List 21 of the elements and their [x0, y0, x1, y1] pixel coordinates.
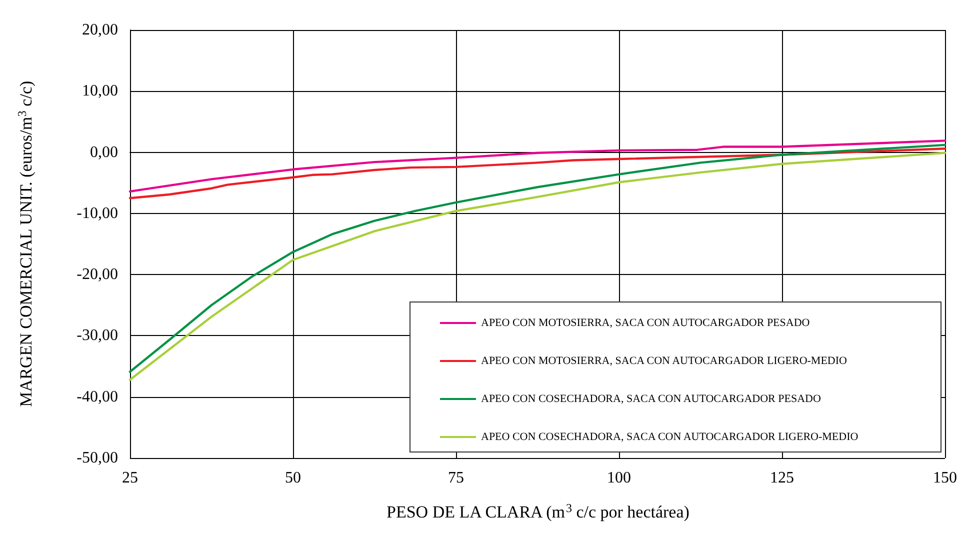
y-tick-label: 0,00 — [90, 144, 118, 161]
y-tick-label: -50,00 — [76, 450, 118, 466]
line-series — [128, 140, 946, 193]
y-tick-label: -40,00 — [76, 388, 118, 406]
line-series — [128, 148, 946, 200]
legend-label: APEO CON COSECHADORA, SACA CON AUTOCARGADOR LIGERO-MEDIO — [481, 431, 858, 443]
y-tick-label: 10,00 — [82, 82, 118, 100]
legend-label: APEO CON MOTOSIERRA, SACA CON AUTOCARGADOR LIGERO-MEDIO — [481, 355, 848, 367]
y-tick-label: -30,00 — [76, 327, 118, 344]
y-axis-title: MARGEN COMERCIAL UNIT. (euros/m3 c/c) — [15, 80, 36, 407]
x-tick-label: 75 — [448, 470, 464, 486]
x-tick-label: 125 — [770, 470, 794, 486]
y-tick-label: -10,00 — [76, 204, 118, 222]
legend-label: APEO CON COSECHADORA, SACA CON AUTOCARGADOR PESADO — [481, 393, 821, 405]
legend-label: APEO CON MOTOSIERRA, SACA CON AUTOCARGADOR PESADO — [481, 317, 810, 329]
y-tick-label: 20,00 — [82, 22, 118, 38]
x-tick-label: 25 — [122, 470, 138, 486]
x-tick-label: 150 — [933, 470, 957, 486]
y-tick-label: -20,00 — [76, 266, 118, 284]
x-tick-label: 50 — [285, 470, 301, 486]
x-tick-label: 100 — [607, 470, 631, 486]
